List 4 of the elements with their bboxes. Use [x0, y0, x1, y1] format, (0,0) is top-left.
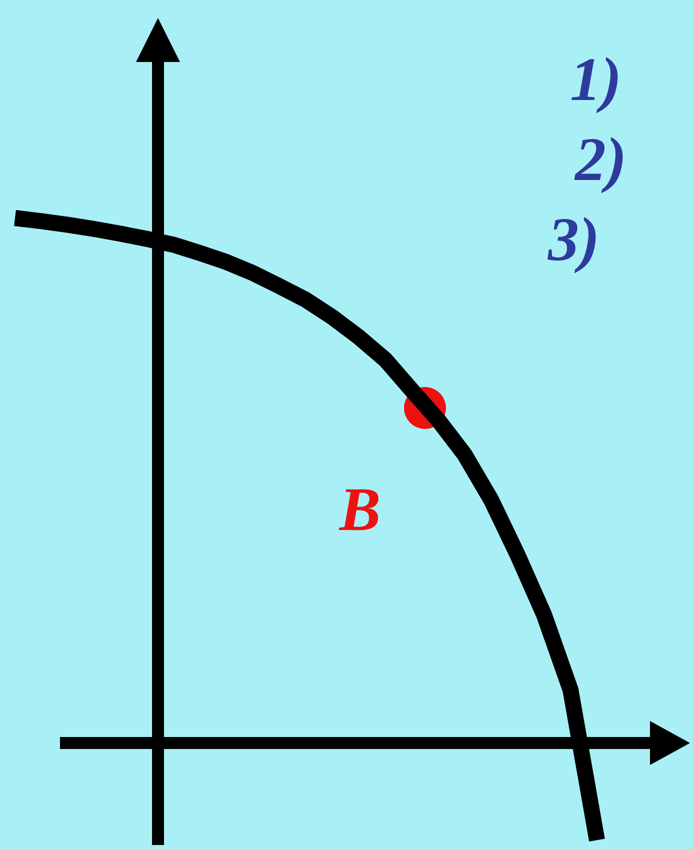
annotation: B — [338, 476, 381, 544]
annotation: 3) — [547, 206, 600, 274]
text: 2) — [574, 126, 627, 194]
text: 1) — [570, 46, 622, 114]
